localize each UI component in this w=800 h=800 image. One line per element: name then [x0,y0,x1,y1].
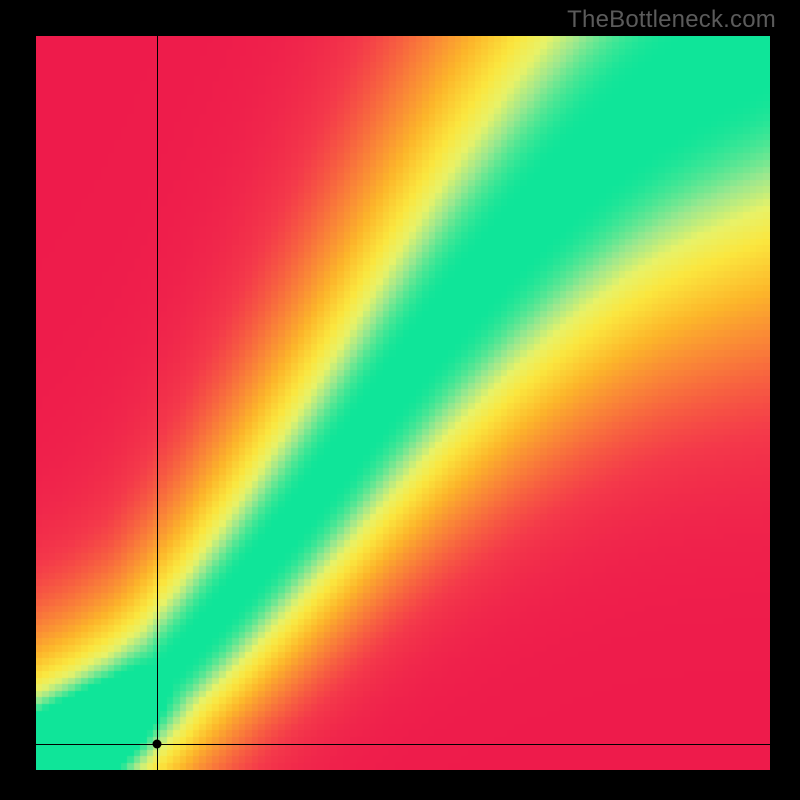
crosshair-vertical [157,36,158,770]
attribution-text: TheBottleneck.com [567,6,776,34]
heatmap-canvas [36,36,770,770]
crosshair-dot [153,740,162,749]
plot-area [36,36,770,770]
crosshair-horizontal [36,744,770,745]
